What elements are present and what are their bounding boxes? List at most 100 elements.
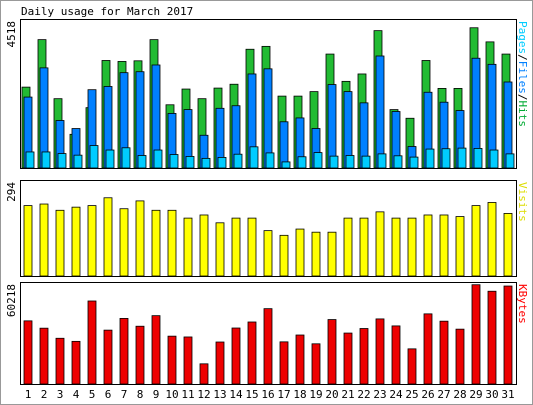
kbytes-bar-day-24	[391, 325, 401, 385]
pages-bar-day-20	[329, 155, 339, 169]
day-label-19: 19	[309, 388, 322, 401]
kbytes-bar-day-6	[103, 329, 113, 385]
day-label-1: 1	[25, 388, 32, 401]
day-axis-labels: 1 2 3 4 5 6 7 8 9 10 11 12 13 14 15 16 17 18 19 20 21 22 23 24 2…	[25, 388, 515, 401]
kbytes-bar-day-14	[231, 327, 241, 385]
day-label-12: 12	[197, 388, 210, 401]
day-label-8: 8	[137, 388, 144, 401]
visits-bar-day-14	[231, 217, 241, 277]
visits-bar-day-4	[71, 206, 81, 277]
day-label-10: 10	[165, 388, 178, 401]
day-label-18: 18	[293, 388, 306, 401]
kbytes-bar-day-11	[183, 336, 193, 385]
chart-title: Daily usage for March 2017	[21, 5, 193, 18]
hits-legend-part-0: Pages	[516, 21, 529, 54]
pages-bar-day-12	[201, 157, 211, 169]
pages-bar-day-9	[153, 149, 163, 169]
pages-bar-day-2	[41, 151, 51, 169]
pages-bar-day-7	[121, 147, 131, 169]
hits-legend-part-3: /	[516, 94, 529, 101]
pages-bar-day-21	[345, 155, 355, 169]
visits-panel: 294 Visits	[5, 180, 529, 277]
visits-bar-day-18	[295, 228, 305, 277]
hits-legend-part-1: /	[516, 54, 529, 61]
kbytes-bar-day-9	[151, 315, 161, 385]
hits-legend-part-4: Hits	[516, 101, 529, 128]
visits-bar-day-19	[311, 231, 321, 277]
pages-bar-day-8	[137, 155, 147, 169]
kbytes-bar-day-8	[135, 325, 145, 385]
visits-bar-day-2	[39, 203, 49, 277]
day-label-27: 27	[437, 388, 450, 401]
day-label-20: 20	[325, 388, 338, 401]
kbytes-bar-day-1	[23, 320, 33, 385]
visits-bar-day-12	[199, 214, 209, 277]
pages-bar-day-11	[185, 156, 195, 169]
kbytes-legend-part-0: KBytes	[516, 284, 529, 324]
pages-bar-day-28	[457, 147, 467, 169]
day-label-28: 28	[453, 388, 466, 401]
pages-bar-day-14	[233, 153, 243, 169]
visits-bar-day-15	[247, 217, 257, 277]
pages-bar-day-13	[217, 157, 227, 169]
visits-bar-day-7	[119, 208, 129, 277]
visits-bar-day-17	[279, 234, 289, 277]
visits-bar-day-27	[439, 214, 449, 277]
visits-bar-day-9	[151, 209, 161, 277]
kbytes-ymax-label: 60218	[5, 284, 18, 317]
pages-bar-day-27	[441, 148, 451, 169]
day-label-3: 3	[57, 388, 64, 401]
day-label-26: 26	[421, 388, 434, 401]
day-label-9: 9	[153, 388, 160, 401]
visits-bar-day-8	[135, 200, 145, 277]
kbytes-bar-day-17	[279, 341, 289, 385]
visits-bar-day-20	[327, 231, 337, 277]
visits-bar-day-11	[183, 217, 193, 277]
day-label-14: 14	[229, 388, 243, 401]
hits-ymax-label: 4518	[5, 21, 18, 48]
pages-bar-day-16	[265, 152, 275, 169]
kbytes-bar-day-27	[439, 320, 449, 385]
visits-bar-day-25	[407, 217, 417, 277]
visits-bar-day-21	[343, 217, 353, 277]
kbytes-bar-day-2	[39, 327, 49, 385]
pages-bar-day-31	[505, 153, 515, 169]
pages-bar-day-24	[393, 155, 403, 169]
pages-bar-day-25	[409, 156, 419, 169]
pages-bar-day-1	[25, 151, 35, 169]
visits-bar-day-24	[391, 217, 401, 277]
day-label-7: 7	[121, 388, 128, 401]
kbytes-bar-day-13	[215, 341, 225, 385]
visits-bar-day-3	[55, 209, 65, 277]
pages-bar-day-15	[249, 146, 259, 169]
day-label-13: 13	[213, 388, 226, 401]
hits-legend: Pages/Files/Hits	[516, 21, 529, 127]
kbytes-bar-day-5	[87, 300, 97, 385]
day-label-21: 21	[341, 388, 354, 401]
kbytes-bar-day-25	[407, 348, 417, 385]
kbytes-bar-day-26	[423, 313, 433, 385]
visits-bar-day-28	[455, 216, 465, 277]
pages-bar-day-17	[281, 161, 291, 169]
kbytes-bar-day-28	[455, 328, 465, 385]
day-label-25: 25	[405, 388, 418, 401]
kbytes-bar-day-19	[311, 343, 321, 385]
kbytes-panel: 60218 KBytes	[5, 282, 529, 385]
day-label-29: 29	[469, 388, 482, 401]
visits-bar-day-30	[487, 202, 497, 277]
pages-bar-day-29	[473, 148, 483, 169]
kbytes-bar-day-4	[71, 340, 81, 385]
visits-bar-day-31	[503, 213, 513, 277]
visits-bar-day-13	[215, 222, 225, 277]
visits-legend-part-0: Visits	[516, 182, 529, 222]
visits-bar-day-22	[359, 217, 369, 277]
day-label-15: 15	[245, 388, 258, 401]
day-label-16: 16	[261, 388, 274, 401]
visits-bar-day-1	[23, 205, 33, 277]
pages-bar-day-22	[361, 155, 371, 169]
kbytes-bar-day-7	[119, 318, 129, 385]
day-label-24: 24	[389, 388, 403, 401]
kbytes-bar-day-15	[247, 321, 257, 385]
kbytes-bar-day-29	[471, 284, 481, 385]
visits-bar-day-16	[263, 230, 273, 277]
